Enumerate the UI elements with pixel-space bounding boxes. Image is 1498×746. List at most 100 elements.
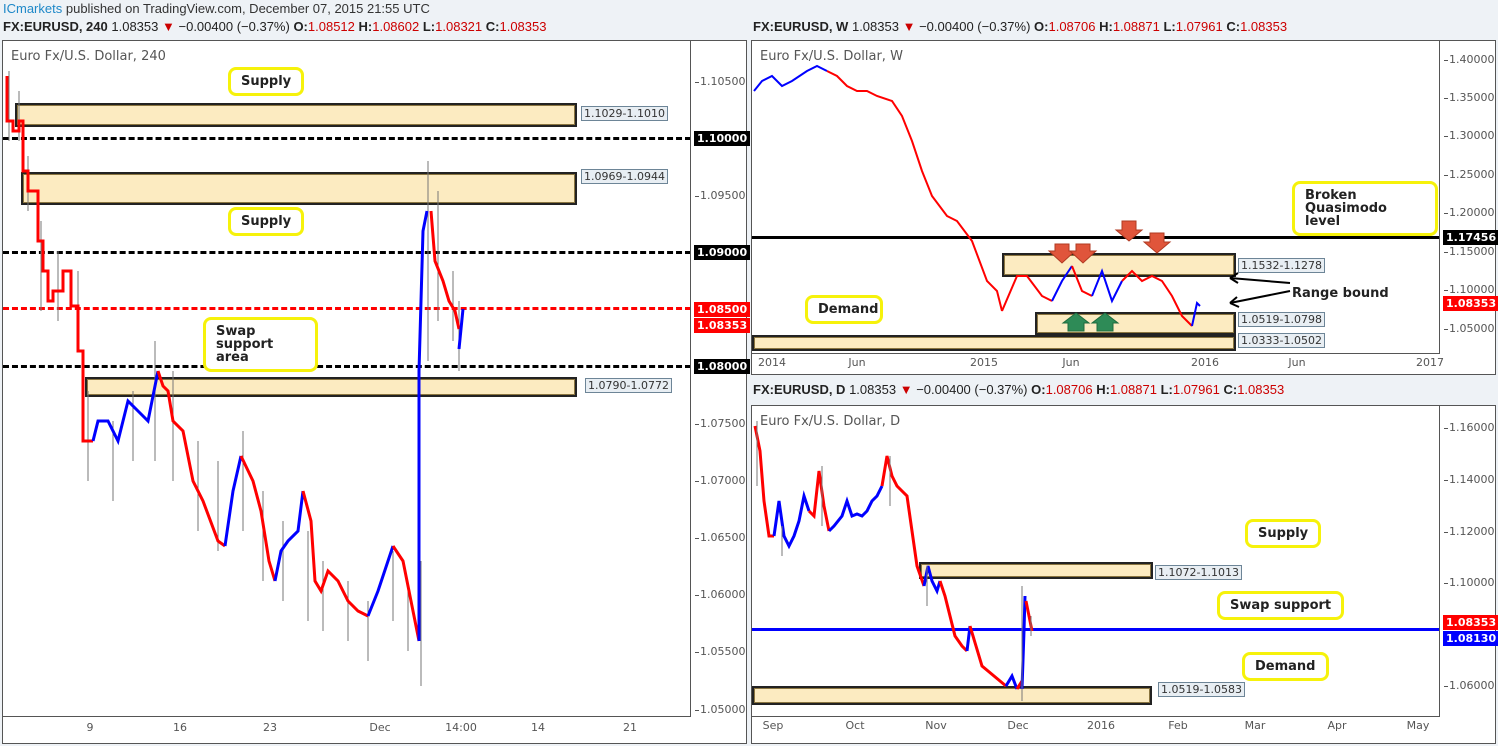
h4-chart-panel[interactable]: Euro Fx/U.S. Dollar, 240 1.1029-1.1010 1… bbox=[2, 40, 751, 744]
daily-plot-area[interactable]: Euro Fx/U.S. Dollar, D 1.1072-1.1013 1.0… bbox=[752, 406, 1440, 717]
h4-level-1.0850[interactable] bbox=[3, 307, 690, 310]
daily-swap-support-line[interactable] bbox=[752, 628, 1439, 631]
daily-callout-supply: Supply bbox=[1245, 519, 1322, 548]
h4-xtick: 16 bbox=[173, 721, 187, 734]
h4-supply-zone-top[interactable] bbox=[15, 103, 577, 127]
weekly-range-top-zone[interactable] bbox=[1002, 253, 1236, 277]
down-triangle-icon: ▼ bbox=[162, 19, 175, 34]
daily-ytick: 1.12000 bbox=[1444, 525, 1495, 538]
daily-xtick: Nov bbox=[925, 719, 947, 732]
h4-high: 1.08602 bbox=[372, 19, 420, 34]
weekly-low: 1.07961 bbox=[1175, 19, 1223, 34]
publisher-line: ICmarkets published on TradingView.com, … bbox=[3, 1, 430, 16]
weekly-ytick: 1.10000 bbox=[1444, 283, 1495, 296]
daily-xtick: Mar bbox=[1244, 719, 1266, 732]
daily-chart-title: Euro Fx/U.S. Dollar, D bbox=[760, 414, 901, 429]
daily-high: 1.08871 bbox=[1109, 382, 1157, 397]
h4-xtick: 23 bbox=[263, 721, 277, 734]
daily-zone-label: 1.1072-1.1013 bbox=[1155, 565, 1242, 580]
daily-last-price-label: 1.08353 bbox=[1443, 615, 1498, 630]
h4-swap-support-zone[interactable] bbox=[85, 377, 577, 397]
down-triangle-icon: ▼ bbox=[899, 382, 913, 397]
daily-chart-panel[interactable]: Euro Fx/U.S. Dollar, D 1.1072-1.1013 1.0… bbox=[751, 405, 1498, 744]
daily-ytick: 1.14000 bbox=[1444, 473, 1495, 486]
h4-close: 1.08353 bbox=[499, 19, 547, 34]
daily-last: 1.08353 bbox=[849, 382, 897, 397]
weekly-symbol: FX:EURUSD, W bbox=[753, 19, 849, 34]
h4-symbol: FX:EURUSD, 240 bbox=[3, 19, 108, 34]
h4-callout-supply-mid: Supply bbox=[228, 207, 305, 236]
h4-ytick: 1.10500 bbox=[695, 75, 746, 88]
h4-ytick: 1.07000 bbox=[695, 474, 746, 487]
weekly-ytick: 1.05000 bbox=[1444, 322, 1495, 335]
weekly-xtick: 2015 bbox=[970, 356, 998, 369]
daily-symbol-header: FX:EURUSD, D 1.08353 ▼ −0.00400 (−0.37%)… bbox=[753, 382, 1285, 397]
weekly-close: 1.08353 bbox=[1240, 19, 1288, 34]
weekly-symbol-header: FX:EURUSD, W 1.08353 ▼ −0.00400 (−0.37%)… bbox=[753, 19, 1288, 34]
h4-zone-label-top: 1.1029-1.1010 bbox=[581, 106, 668, 121]
h4-ytick: 1.06500 bbox=[695, 531, 746, 544]
h4-plot-area[interactable]: Euro Fx/U.S. Dollar, 240 1.1029-1.1010 1… bbox=[3, 41, 691, 717]
h4-level-1.0800[interactable] bbox=[3, 365, 690, 368]
daily-swap-level-label: 1.08130 bbox=[1443, 631, 1498, 646]
daily-ytick: 1.10000 bbox=[1444, 576, 1495, 589]
h4-ytick: 1.07500 bbox=[695, 417, 746, 430]
down-triangle-icon: ▼ bbox=[902, 19, 916, 34]
daily-xtick: Apr bbox=[1327, 719, 1347, 732]
daily-demand-zone[interactable] bbox=[752, 686, 1152, 705]
weekly-ytick: 1.15000 bbox=[1444, 245, 1495, 258]
weekly-chart-panel[interactable]: Euro Fx/U.S. Dollar, W 1.1532-1.1278 1.0… bbox=[751, 40, 1498, 375]
weekly-plot-area[interactable]: Euro Fx/U.S. Dollar, W 1.1532-1.1278 1.0… bbox=[752, 41, 1440, 354]
weekly-xtick: 2014 bbox=[758, 356, 786, 369]
weekly-xtick: Jun bbox=[1288, 356, 1306, 369]
weekly-zone-label: 1.0519-1.0798 bbox=[1238, 312, 1325, 327]
weekly-zone-label: 1.1532-1.1278 bbox=[1238, 258, 1325, 273]
weekly-high: 1.08871 bbox=[1112, 19, 1160, 34]
weekly-zone-label: 1.0333-1.0502 bbox=[1238, 333, 1325, 348]
h4-symbol-header: FX:EURUSD, 240 1.08353 ▼ −0.00400 (−0.37… bbox=[3, 19, 547, 34]
h4-level-label: 1.08000 bbox=[694, 359, 751, 374]
weekly-range-bottom-zone[interactable] bbox=[1035, 312, 1236, 335]
h4-change: −0.00400 (−0.37%) bbox=[178, 19, 290, 34]
h4-level-label: 1.08500 bbox=[694, 302, 751, 317]
daily-close: 1.08353 bbox=[1237, 382, 1285, 397]
weekly-ytick: 1.40000 bbox=[1444, 53, 1495, 66]
weekly-ytick: 1.35000 bbox=[1444, 91, 1495, 104]
h4-xtick: 14:00 bbox=[445, 721, 477, 734]
daily-xtick: Feb bbox=[1168, 719, 1188, 732]
h4-ytick: 1.05000 bbox=[695, 703, 746, 716]
weekly-change: −0.00400 (−0.37%) bbox=[919, 19, 1031, 34]
daily-xtick: Sep bbox=[762, 719, 784, 732]
h4-zone-label-swap: 1.0790-1.0772 bbox=[585, 378, 672, 393]
h4-xtick: 9 bbox=[86, 721, 94, 734]
weekly-qm-level-label: 1.17456 bbox=[1443, 230, 1498, 245]
h4-supply-zone-mid[interactable] bbox=[21, 172, 577, 205]
weekly-last-price-label: 1.08353 bbox=[1443, 296, 1498, 311]
h4-xtick: 21 bbox=[623, 721, 637, 734]
weekly-ytick: 1.30000 bbox=[1444, 129, 1495, 142]
h4-zone-label-mid: 1.0969-1.0944 bbox=[581, 169, 668, 184]
h4-chart-title: Euro Fx/U.S. Dollar, 240 bbox=[11, 49, 166, 64]
h4-ytick: 1.05500 bbox=[695, 645, 746, 658]
weekly-xtick: Jun bbox=[848, 356, 866, 369]
daily-change: −0.00400 (−0.37%) bbox=[916, 382, 1028, 397]
h4-level-1.0900[interactable] bbox=[3, 251, 690, 254]
h4-open: 1.08512 bbox=[307, 19, 355, 34]
daily-ytick: 1.16000 bbox=[1444, 421, 1495, 434]
weekly-demand-zone[interactable] bbox=[752, 335, 1236, 351]
weekly-ytick: 1.25000 bbox=[1444, 168, 1495, 181]
weekly-ytick: 1.20000 bbox=[1444, 206, 1495, 219]
weekly-broken-quasimodo-line[interactable] bbox=[752, 236, 1439, 239]
h4-level-1.1000[interactable] bbox=[3, 137, 690, 140]
weekly-xtick: 2017 bbox=[1416, 356, 1444, 369]
h4-last-price-label: 1.08353 bbox=[694, 318, 751, 333]
daily-low: 1.07961 bbox=[1172, 382, 1220, 397]
daily-zone-label: 1.0519-1.0583 bbox=[1158, 682, 1245, 697]
h4-callout-supply-top: Supply bbox=[228, 67, 305, 96]
h4-level-label: 1.09000 bbox=[694, 245, 751, 260]
h4-level-label: 1.10000 bbox=[694, 131, 751, 146]
publisher-brand[interactable]: ICmarkets bbox=[3, 1, 63, 16]
h4-candles bbox=[5, 71, 465, 686]
publisher-text: published on TradingView.com, December 0… bbox=[65, 1, 430, 16]
daily-open: 1.08706 bbox=[1045, 382, 1093, 397]
